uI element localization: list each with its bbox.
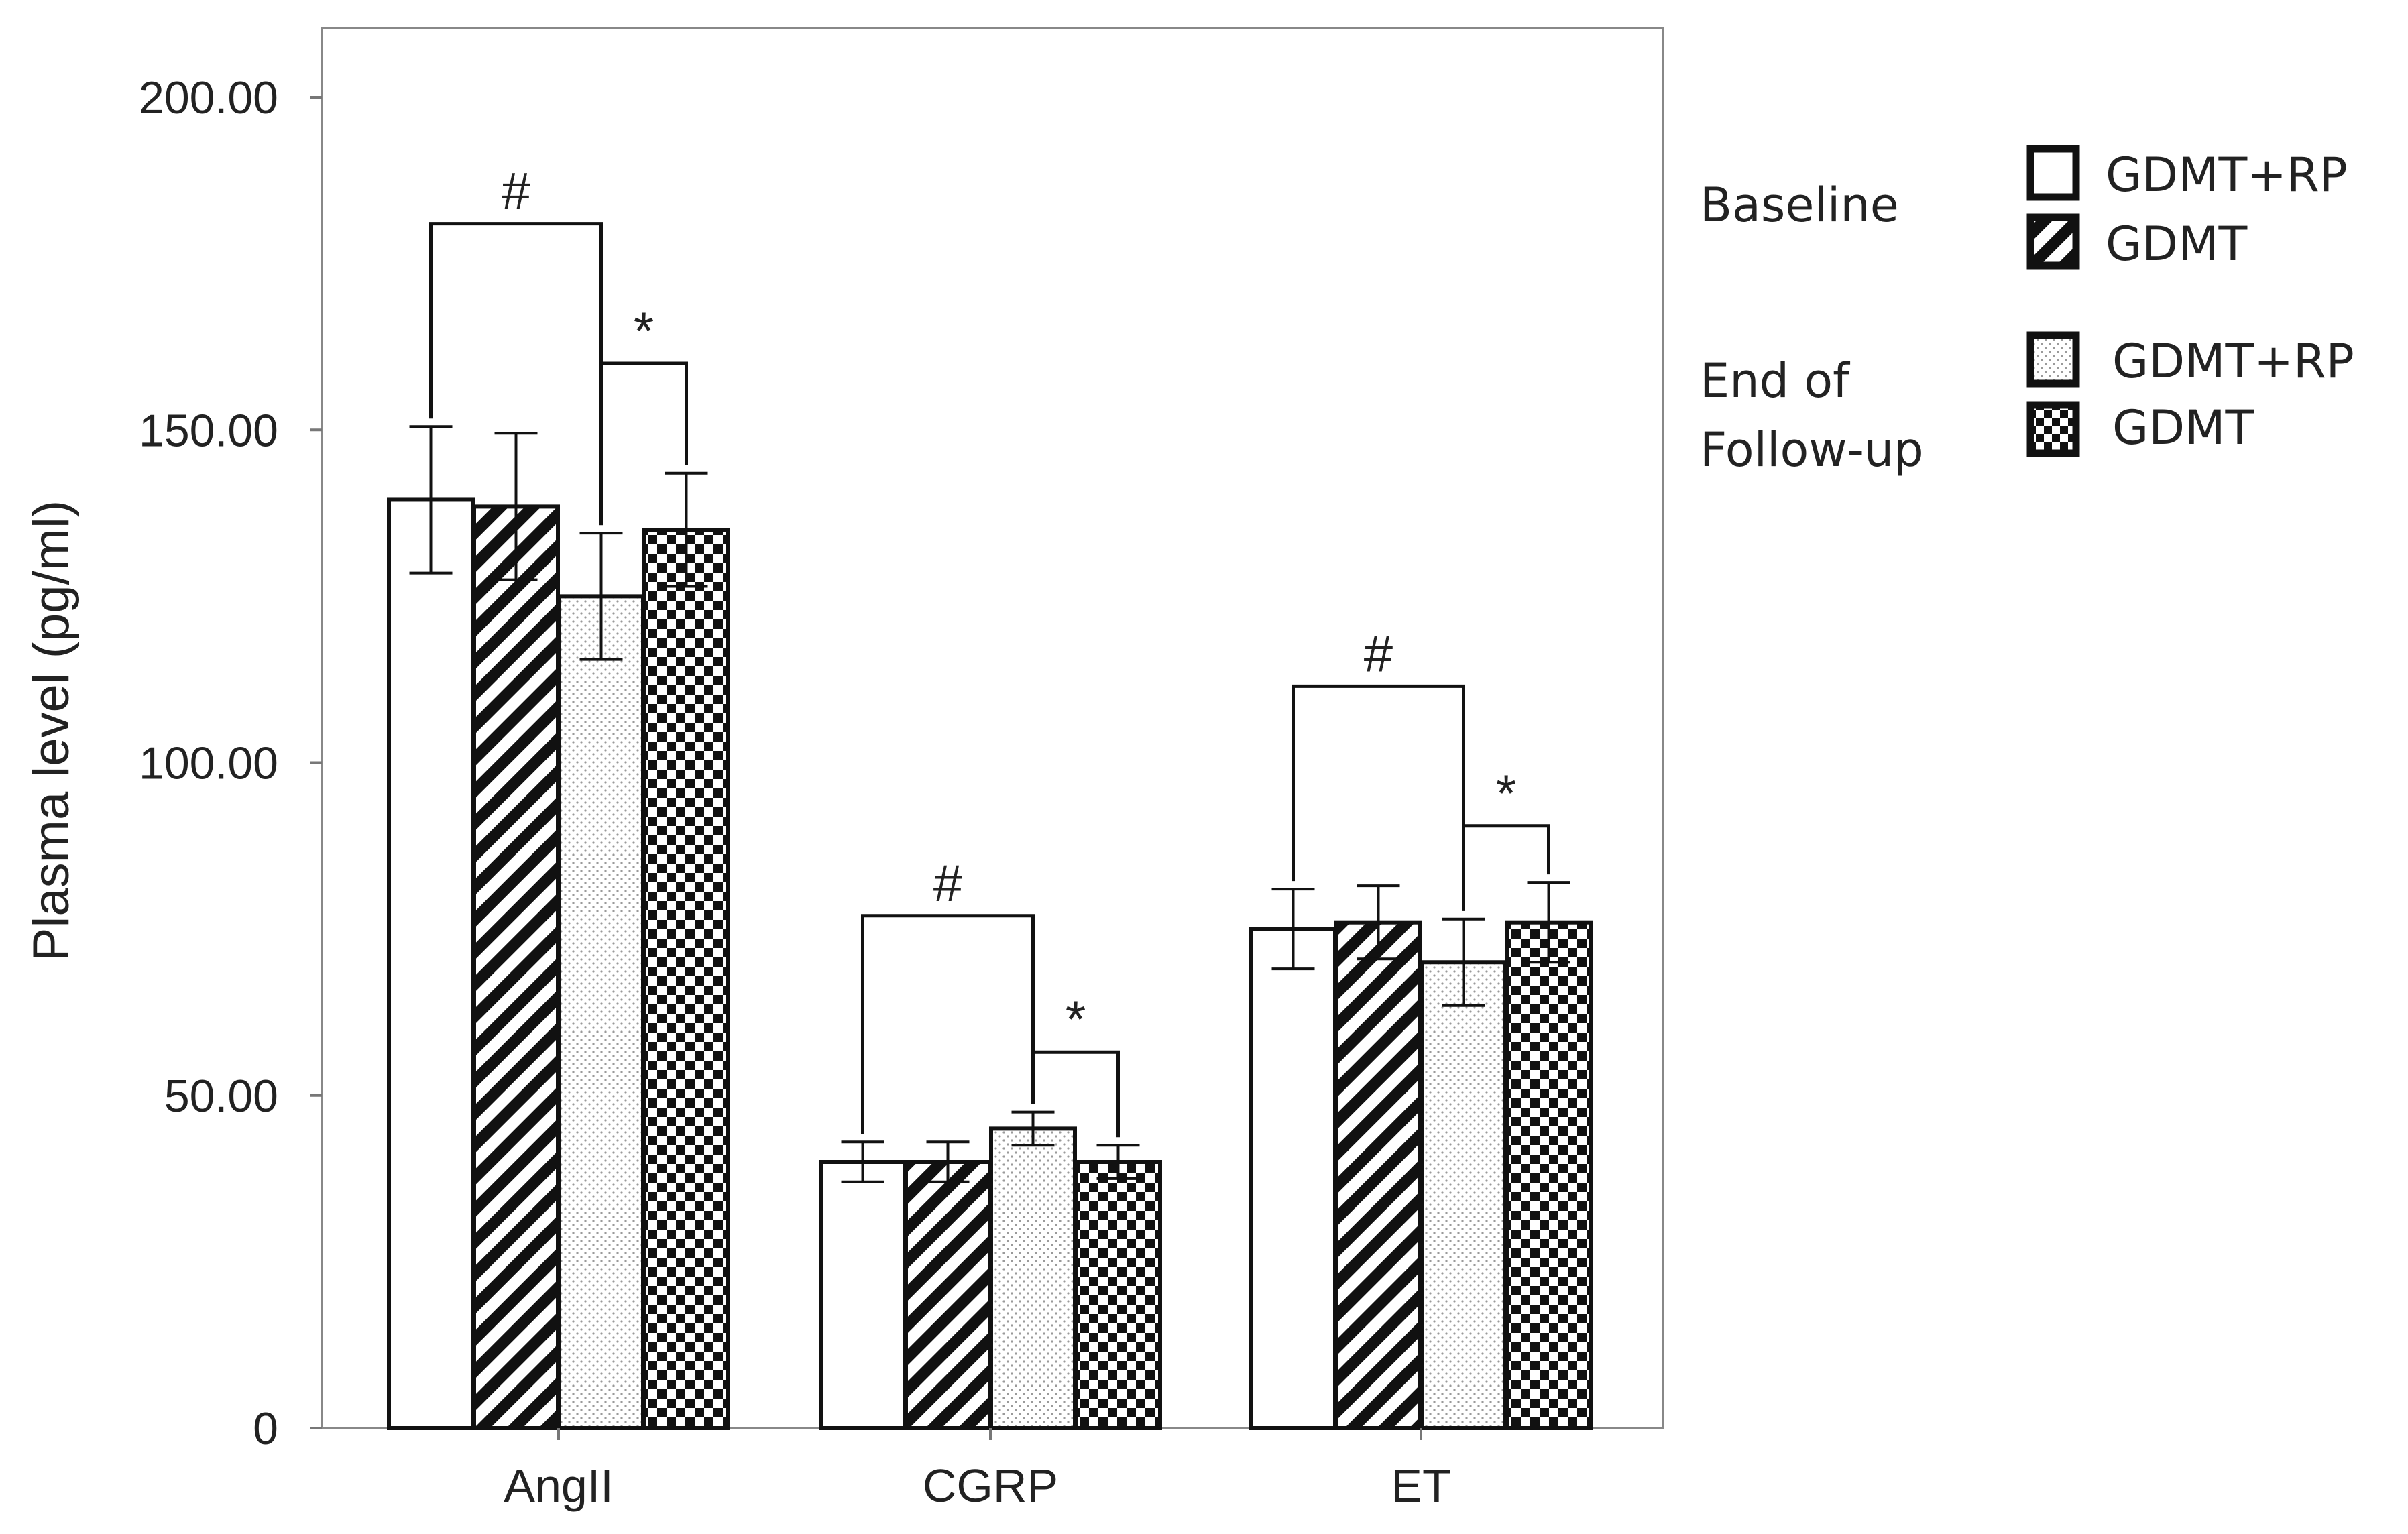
bar-blank-AngII <box>387 497 475 1430</box>
y-tick-label: 50.00 <box>164 1071 278 1122</box>
legend-label: GDMT <box>2106 217 2248 272</box>
significance-annotations: # * # * # * <box>429 162 1550 1138</box>
y-tick-label: 0 <box>253 1403 278 1454</box>
legend-group-title-follow-up-line2: Follow-up <box>1700 422 1924 477</box>
significance-bracket <box>861 914 1035 1134</box>
significance-bracket <box>599 361 688 526</box>
y-tick-label: 150.00 <box>139 405 278 456</box>
bar-dots-AngII <box>557 594 645 1430</box>
legend-entry-followup-gdmt-rp: GDMT+RP <box>2026 331 2354 389</box>
significance-bracket <box>1292 684 1465 911</box>
bar-dots-CGRP <box>989 1126 1077 1430</box>
significance-marker: # <box>1364 624 1393 683</box>
error-bars <box>409 425 1570 1183</box>
significance-bracket <box>1462 824 1550 911</box>
bar-blank-ET <box>1249 927 1337 1430</box>
legend-entry-baseline-gdmt-rp: GDMT+RP <box>2026 145 2348 202</box>
y-axis-label: Plasma level (pg/ml) <box>23 500 80 961</box>
significance-marker: * <box>634 301 654 360</box>
bar-diagonal-stripes-AngII <box>472 504 560 1431</box>
y-tick-label: 200.00 <box>139 72 278 123</box>
significance-bracket <box>1031 1050 1120 1138</box>
legend-group-title-follow-up-line1: End of <box>1700 353 1850 408</box>
legend-swatch-checkerboard <box>2026 401 2080 457</box>
significance-marker: # <box>933 853 962 912</box>
legend-entry-baseline-gdmt: GDMT <box>2026 213 2248 272</box>
significance-marker: # <box>502 162 530 221</box>
significance-marker: * <box>1066 990 1086 1049</box>
legend-label: GDMT+RP <box>2106 148 2348 202</box>
bar-diagonal-stripes-ET <box>1334 920 1422 1430</box>
legend-label: GDMT+RP <box>2112 334 2354 389</box>
legend-swatch-blank <box>2026 145 2080 201</box>
bar-checkerboard-CGRP <box>1074 1160 1162 1430</box>
x-axis-categories: AngII CGRP ET <box>504 1428 1451 1512</box>
bar-dots-ET <box>1420 960 1507 1430</box>
bars <box>387 497 1593 1431</box>
y-axis: 0 50.00 100.00 150.00 200.00 <box>139 72 322 1454</box>
category-label-AngII: AngII <box>504 1460 613 1512</box>
category-label-CGRP: CGRP <box>923 1460 1058 1512</box>
legend: Baseline End of Follow-up GDMT+RP GDMT G… <box>1700 145 2354 477</box>
bar-blank-CGRP <box>819 1160 907 1430</box>
bar-diagonal-stripes-CGRP <box>904 1160 992 1430</box>
category-label-ET: ET <box>1391 1460 1450 1512</box>
legend-label: GDMT <box>2112 400 2254 455</box>
significance-marker: * <box>1496 764 1516 823</box>
bar-checkerboard-AngII <box>642 528 730 1430</box>
legend-swatch-dots <box>2026 331 2080 388</box>
legend-group-title-baseline: Baseline <box>1700 178 1899 233</box>
legend-swatch-diagonal <box>2026 213 2080 270</box>
y-tick-label: 100.00 <box>139 738 278 789</box>
legend-entry-followup-gdmt: GDMT <box>2026 400 2254 457</box>
bar-checkerboard-ET <box>1505 920 1593 1430</box>
